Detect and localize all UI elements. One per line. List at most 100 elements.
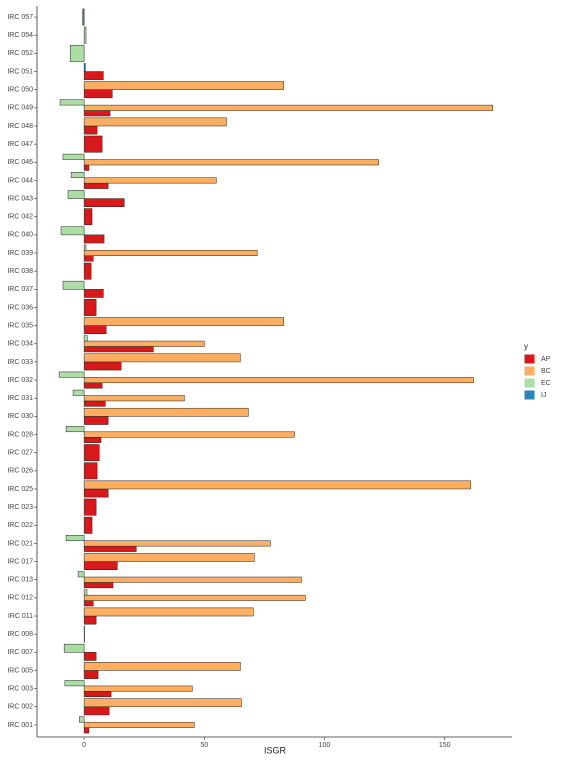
bar <box>83 400 106 407</box>
y-tick-label: IRC 034 <box>7 341 33 348</box>
y-tick-label: IRC 001 <box>7 722 33 729</box>
bar <box>83 159 379 166</box>
bar <box>83 652 97 661</box>
bar <box>83 325 107 335</box>
y-tick-label: IRC 047 <box>7 141 33 148</box>
legend-swatch <box>523 389 536 401</box>
y-tick-label: IRC 051 <box>7 68 33 75</box>
bar <box>83 353 241 363</box>
y-tick-label: IRC 033 <box>7 359 33 366</box>
y-tick-label: IRC 046 <box>7 159 33 166</box>
y-tick-label: IRC 039 <box>7 250 33 257</box>
bar <box>83 250 258 256</box>
bar <box>83 289 104 298</box>
bar <box>83 594 306 601</box>
bar <box>83 262 92 280</box>
bar <box>83 63 86 72</box>
bar <box>83 395 185 402</box>
bar <box>83 698 242 708</box>
legend-label: BC <box>541 368 551 375</box>
y-tick-label: IRC 013 <box>7 577 33 584</box>
bar <box>83 462 98 480</box>
y-tick-label: IRC 036 <box>7 304 33 311</box>
bar <box>83 727 90 734</box>
y-tick-label: IRC 037 <box>7 286 33 293</box>
bar <box>83 81 284 90</box>
bar <box>83 135 103 153</box>
bar <box>83 607 254 617</box>
bar <box>83 488 109 498</box>
x-tick-label: 150 <box>439 742 451 749</box>
y-tick-label: IRC 012 <box>7 595 33 602</box>
y-tick-label: IRC 049 <box>7 105 33 112</box>
bar <box>83 346 154 353</box>
y-tick-label: IRC 002 <box>7 704 33 711</box>
y-tick-label: IRC 025 <box>7 486 33 493</box>
bar <box>83 582 114 589</box>
legend-label: IJ <box>541 392 546 399</box>
y-tick-label: IRC 048 <box>7 123 33 130</box>
bar <box>83 208 93 226</box>
y-tick-label: IRC 023 <box>7 504 33 511</box>
bar <box>69 44 85 62</box>
legend-swatch <box>523 353 536 365</box>
legend-label: AP <box>541 356 551 363</box>
bar <box>83 436 102 443</box>
bar <box>83 234 105 244</box>
bar <box>83 498 97 516</box>
bar <box>83 615 97 625</box>
bar <box>83 182 109 189</box>
bar <box>83 721 195 728</box>
legend-label: EC <box>541 380 551 387</box>
bar <box>82 8 85 26</box>
bar <box>83 480 471 490</box>
bar <box>83 317 284 326</box>
y-tick-label: IRC 011 <box>8 613 33 620</box>
bar <box>83 416 109 425</box>
y-tick-label: IRC 005 <box>7 667 33 674</box>
bar <box>83 553 255 562</box>
bar <box>83 110 111 117</box>
y-tick-label: IRC 050 <box>7 87 33 94</box>
bar <box>58 371 85 378</box>
bar <box>65 426 85 433</box>
legend-swatch <box>523 365 536 377</box>
bar <box>83 382 103 389</box>
bar <box>83 361 122 371</box>
bar <box>83 125 98 135</box>
y-tick-label: IRC 040 <box>7 232 33 239</box>
bar <box>83 600 94 607</box>
bar <box>83 670 99 679</box>
bar <box>62 153 85 160</box>
y-tick-label: IRC 007 <box>7 649 33 656</box>
bar <box>83 589 88 596</box>
x-tick-label: 100 <box>319 742 331 749</box>
bar <box>83 444 100 462</box>
bar <box>64 680 85 687</box>
bar <box>83 706 110 716</box>
y-tick-label: IRC 027 <box>7 450 33 457</box>
bar <box>83 71 104 80</box>
bar <box>83 576 302 583</box>
bar <box>65 535 85 541</box>
bar <box>83 691 112 698</box>
y-tick-label: IRC 022 <box>7 522 33 529</box>
bar <box>70 172 85 178</box>
bar <box>83 540 271 547</box>
bar <box>83 177 217 184</box>
x-tick-label: 0 <box>82 742 86 749</box>
y-tick-label: IRC 021 <box>7 540 33 547</box>
bar <box>62 280 85 290</box>
y-tick-label: IRC 044 <box>7 177 33 184</box>
bar <box>83 117 227 127</box>
legend-swatch <box>523 377 536 389</box>
bar <box>83 662 241 671</box>
y-tick-label: IRC 042 <box>7 214 33 221</box>
bar <box>83 244 87 251</box>
bar <box>83 377 474 384</box>
y-tick-label: IRC 008 <box>7 631 33 638</box>
bar <box>79 716 85 723</box>
bar <box>83 545 137 552</box>
y-tick-label: IRC 038 <box>7 268 33 275</box>
bar <box>83 255 94 262</box>
